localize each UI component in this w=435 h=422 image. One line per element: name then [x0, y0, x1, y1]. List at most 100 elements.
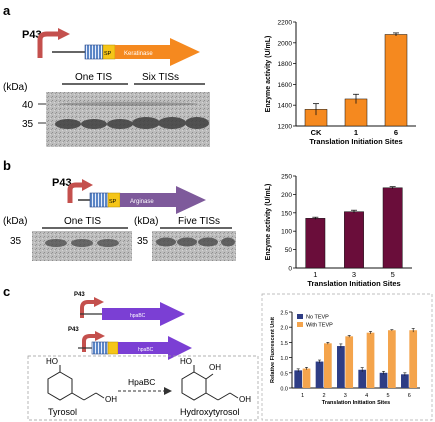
- legend-swatch: [297, 322, 303, 327]
- panel-b-arginase-label: Arginase: [130, 199, 154, 205]
- hydroxytyrosol-name: Hydroxytyrosol: [180, 407, 240, 417]
- panel-c-promoter-2-label: P43: [68, 327, 79, 333]
- y-tick-label: 50: [285, 247, 293, 254]
- bar: [382, 187, 403, 269]
- x-tick-label: 6: [394, 128, 398, 137]
- panel-c-chart-frame: [261, 293, 433, 421]
- x-tick-label: 6: [408, 393, 411, 399]
- hydroxytyrosol-oh-label-1: OH: [209, 363, 221, 372]
- panel-a-bar-chart: 1200 1400 1600 1800 2000 2200 CK 1 6Translation …: [265, 20, 416, 146]
- gel-band: [97, 239, 119, 247]
- y-axis-label: Enzyme activity (U/mL): [265, 36, 272, 113]
- gel-band: [198, 237, 218, 247]
- panel-a-lane-group-2: Six TISs: [142, 72, 179, 83]
- bar: [324, 343, 332, 388]
- gel-band: [58, 102, 198, 106]
- panel-a-gel-bands: [55, 102, 209, 129]
- bar: [409, 330, 418, 388]
- bar: [294, 370, 303, 388]
- panel-a-lane-group-1: One TIS: [75, 72, 112, 83]
- gel-band: [221, 237, 235, 247]
- panel-b-kda-unit-right: (kDa): [134, 216, 158, 227]
- y-tick-label: 100: [281, 229, 292, 236]
- panel-b-marker-35-right: 35: [137, 236, 149, 247]
- panel-b-arginase-arrow: [120, 186, 206, 214]
- panel-c-tev-block: [107, 341, 119, 355]
- panel-c-label: c: [3, 284, 10, 299]
- panel-b-label: b: [3, 158, 11, 173]
- bond: [71, 392, 85, 401]
- bar: [305, 218, 326, 269]
- gel-band: [156, 237, 176, 247]
- tyrosol-ho-label: HO: [46, 357, 58, 366]
- panel-b-promoter-arrow-icon: [67, 182, 84, 203]
- y-tick-label: 1400: [278, 103, 293, 110]
- bond: [217, 392, 231, 401]
- bar: [379, 372, 388, 388]
- y-tick-label: 1800: [278, 61, 293, 68]
- panel-a-kda-unit: (kDa): [3, 82, 27, 93]
- bar: [315, 361, 324, 388]
- gel-band: [55, 119, 81, 129]
- panel-c-promoter-2-arrow-icon: [82, 334, 97, 352]
- reaction-arrowhead-icon: [164, 387, 172, 395]
- panel-a-promoter-arrowhead-icon: [58, 28, 70, 40]
- gel-band: [158, 117, 186, 129]
- panel-a-label: a: [3, 3, 11, 18]
- panel-c-bar-chart: 0.0 0.5 1.0 1.5 2.0 2.5 No TEVP With TEVP 1 2 3 4 5 6…: [270, 311, 420, 406]
- x-tick-label: 1: [354, 128, 358, 137]
- panel-a-marker-35: 35: [22, 119, 34, 130]
- bond: [205, 373, 214, 380]
- bar: [302, 368, 311, 388]
- gel-band: [71, 239, 93, 247]
- x-tick-label: 1: [313, 270, 317, 279]
- y-tick-label: 1.0: [280, 356, 288, 362]
- panel-b: b P43 SP Arginase (kDa) One TIS 35 (kDa)…: [3, 158, 412, 288]
- panel-c-promoter-1-label: P43: [74, 292, 85, 298]
- bar: [388, 330, 396, 388]
- bond: [205, 392, 219, 401]
- panel-a-promoter-arrow-icon: [37, 31, 60, 58]
- y-tick-label: 0: [288, 266, 292, 273]
- x-tick-label: 3: [344, 393, 347, 399]
- panel-a-sp-label: SP: [104, 51, 112, 57]
- gel-band: [177, 237, 197, 247]
- x-axis-label: Translation Initiation Sites: [307, 279, 400, 288]
- panel-c-promoter-1-arrow-icon: [80, 300, 96, 318]
- y-axis-label: Relative Fluorescent Unit: [270, 317, 276, 383]
- panel-a-promoter-label: P43: [22, 29, 42, 41]
- y-tick-label: 1.5: [280, 341, 288, 347]
- panel-c-promoter-2-arrowhead-icon: [95, 331, 105, 341]
- bar: [366, 332, 375, 388]
- gel-band: [45, 239, 67, 247]
- y-tick-label: 2.0: [280, 326, 288, 332]
- tyrosol-ring: [47, 371, 73, 401]
- x-tick-label: 5: [391, 270, 395, 279]
- panel-b-lane-group-right: Five TISs: [178, 216, 220, 227]
- panel-a-marker-40: 40: [22, 100, 34, 111]
- panel-b-gel-bands-right: [156, 237, 235, 247]
- panel-a-keratinase-label: Keratinase: [124, 51, 153, 57]
- x-tick-label: 2: [322, 393, 325, 399]
- panel-b-kda-unit-left: (kDa): [3, 216, 27, 227]
- y-tick-label: 1200: [278, 124, 293, 131]
- tyrosol-structure: [47, 365, 105, 401]
- x-axis-label: Translation Initiation Sites: [309, 137, 402, 146]
- gel-band: [132, 117, 160, 129]
- y-tick-label: 150: [281, 210, 292, 217]
- panel-c-reaction-frame: [27, 355, 259, 421]
- legend-label: No TEVP: [306, 315, 329, 321]
- panel-b-tis-block: [89, 192, 109, 208]
- y-tick-label: 200: [281, 192, 292, 199]
- legend-swatch: [297, 314, 303, 319]
- legend-label: With TEVP: [306, 323, 333, 329]
- x-axis-label: Translation Initiation Sites: [322, 400, 390, 406]
- panel-c-tis-block: [91, 341, 109, 355]
- panel-b-gel-bands-left: [45, 239, 119, 247]
- panel-c-hpabc-label-2: hpaBC: [138, 347, 154, 353]
- hydroxytyrosol-ho-label: HO: [180, 357, 192, 366]
- x-tick-label: 4: [365, 393, 368, 399]
- y-tick-label: 1600: [278, 82, 293, 89]
- panel-a-keratinase-arrow: [115, 38, 200, 66]
